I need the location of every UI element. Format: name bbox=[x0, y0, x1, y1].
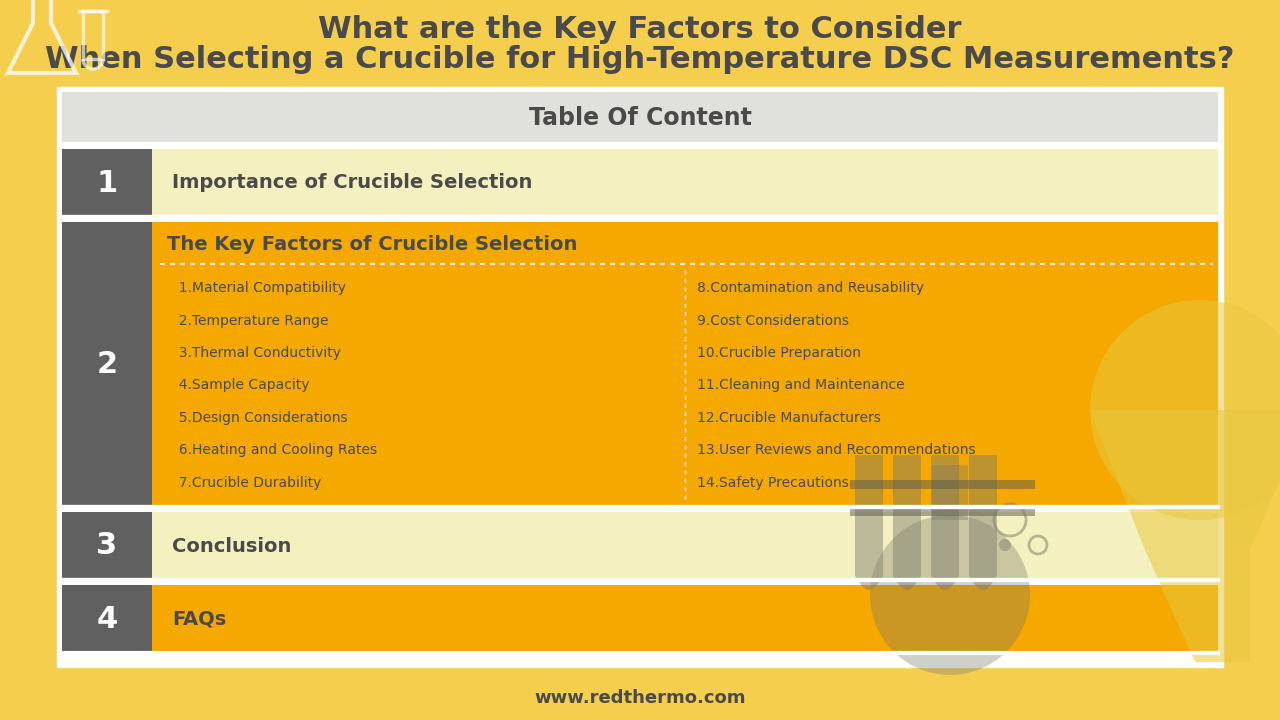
Text: 9.Cost Considerations: 9.Cost Considerations bbox=[698, 314, 849, 328]
Text: 12.Crucible Manufacturers: 12.Crucible Manufacturers bbox=[698, 411, 881, 425]
Text: 2.Temperature Range: 2.Temperature Range bbox=[170, 314, 329, 328]
Bar bbox=[83, 11, 102, 59]
Bar bbox=[58, 87, 1222, 667]
Bar bbox=[850, 480, 1036, 489]
Text: 1: 1 bbox=[96, 168, 118, 197]
Bar bbox=[61, 512, 1219, 580]
Bar bbox=[893, 455, 922, 576]
Text: 5.Design Considerations: 5.Design Considerations bbox=[170, 411, 348, 425]
Bar bbox=[61, 92, 1219, 144]
Polygon shape bbox=[931, 576, 959, 590]
Polygon shape bbox=[893, 576, 922, 590]
Text: 4.Sample Capacity: 4.Sample Capacity bbox=[170, 379, 310, 392]
Text: 1.Material Compatibility: 1.Material Compatibility bbox=[170, 282, 346, 295]
Text: 2: 2 bbox=[96, 350, 118, 379]
Text: 3.Thermal Conductivity: 3.Thermal Conductivity bbox=[170, 346, 340, 360]
Circle shape bbox=[998, 539, 1011, 551]
Text: Conclusion: Conclusion bbox=[172, 536, 292, 556]
Text: When Selecting a Crucible for High-Temperature DSC Measurements?: When Selecting a Crucible for High-Tempe… bbox=[45, 45, 1235, 74]
Bar bbox=[61, 222, 152, 507]
Bar bbox=[61, 222, 1219, 507]
Text: FAQs: FAQs bbox=[172, 610, 227, 629]
Text: 11.Cleaning and Maintenance: 11.Cleaning and Maintenance bbox=[698, 379, 905, 392]
Bar bbox=[61, 149, 152, 217]
Text: 7.Crucible Durability: 7.Crucible Durability bbox=[170, 476, 321, 490]
Text: Table Of Content: Table Of Content bbox=[529, 106, 751, 130]
Bar bbox=[969, 455, 997, 576]
Text: www.redthermo.com: www.redthermo.com bbox=[534, 689, 746, 707]
Bar bbox=[932, 465, 968, 520]
Text: 14.Safety Precautions: 14.Safety Precautions bbox=[698, 476, 849, 490]
Text: The Key Factors of Crucible Selection: The Key Factors of Crucible Selection bbox=[166, 235, 577, 253]
Text: 8.Contamination and Reusability: 8.Contamination and Reusability bbox=[698, 282, 924, 295]
Circle shape bbox=[870, 515, 1030, 675]
Bar bbox=[855, 455, 883, 576]
Polygon shape bbox=[855, 576, 883, 590]
Text: 6.Heating and Cooling Rates: 6.Heating and Cooling Rates bbox=[170, 444, 378, 457]
Bar bbox=[61, 585, 152, 653]
Polygon shape bbox=[1091, 410, 1280, 662]
Circle shape bbox=[1091, 300, 1280, 520]
Text: 13.User Reviews and Recommendations: 13.User Reviews and Recommendations bbox=[698, 444, 975, 457]
Text: 10.Crucible Preparation: 10.Crucible Preparation bbox=[698, 346, 861, 360]
Text: Importance of Crucible Selection: Importance of Crucible Selection bbox=[172, 174, 532, 192]
Text: What are the Key Factors to Consider: What are the Key Factors to Consider bbox=[319, 16, 961, 45]
Bar bbox=[850, 507, 1036, 516]
Bar bbox=[61, 149, 1219, 217]
Text: 3: 3 bbox=[96, 531, 118, 560]
Bar bbox=[61, 512, 152, 580]
Bar bbox=[931, 455, 959, 576]
Bar bbox=[61, 585, 1219, 653]
Polygon shape bbox=[969, 576, 997, 590]
Text: 4: 4 bbox=[96, 605, 118, 634]
